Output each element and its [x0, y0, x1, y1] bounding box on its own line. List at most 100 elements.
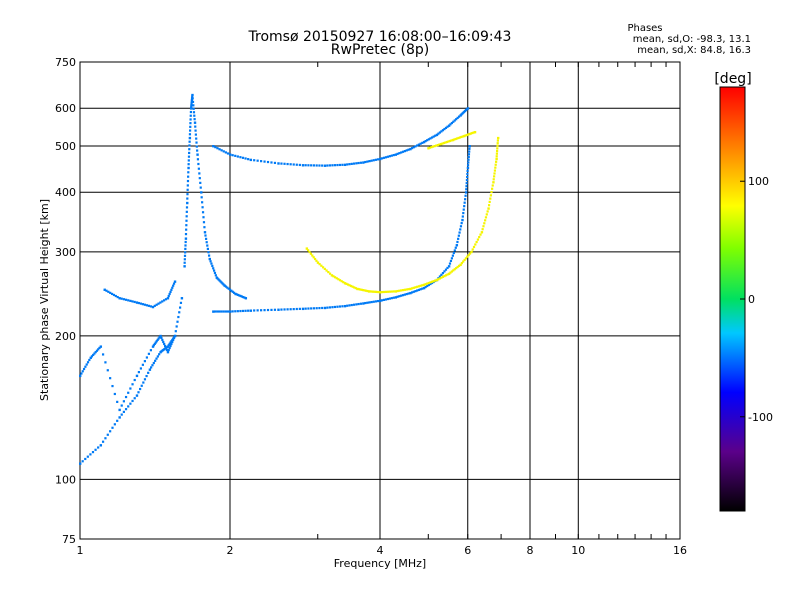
data-point: [135, 374, 139, 378]
data-point: [143, 378, 147, 381]
data-point: [199, 186, 202, 189]
data-point: [212, 144, 215, 148]
data-point: [152, 344, 155, 347]
data-point: [168, 292, 171, 296]
data-point: [186, 193, 189, 196]
data-point: [122, 400, 125, 403]
data-point: [362, 302, 365, 305]
data-point: [170, 288, 173, 291]
data-point: [151, 305, 155, 309]
data-point: [480, 231, 484, 234]
data-point: [244, 297, 248, 300]
data-point: [401, 289, 405, 292]
y-tick-label: 300: [55, 246, 76, 259]
data-point: [466, 107, 470, 110]
data-point: [192, 104, 195, 107]
data-point: [214, 274, 217, 277]
data-point: [463, 205, 466, 208]
data-point: [346, 283, 350, 286]
chart-subtitle: RwPretec (8p): [331, 42, 429, 58]
data-point: [405, 292, 408, 296]
data-point: [183, 261, 186, 264]
data-point: [454, 137, 457, 141]
data-point: [273, 308, 277, 311]
data-point: [457, 115, 461, 118]
data-point: [315, 307, 318, 310]
data-point: [201, 211, 205, 214]
data-point: [183, 265, 186, 268]
data-point: [315, 164, 318, 167]
data-point: [141, 363, 144, 366]
data-point: [196, 158, 200, 161]
data-point: [467, 161, 470, 164]
data-point: [335, 277, 338, 280]
data-point: [495, 155, 498, 158]
data-point: [382, 298, 386, 301]
data-point: [239, 156, 242, 159]
data-point: [435, 133, 439, 137]
data-point: [266, 308, 270, 312]
data-point: [343, 282, 347, 285]
data-point: [392, 296, 395, 299]
data-point: [333, 305, 337, 309]
data-point: [414, 145, 417, 148]
data-point: [366, 301, 369, 304]
data-point: [318, 263, 321, 266]
data-point: [240, 295, 243, 298]
data-point: [224, 151, 227, 154]
data-point: [155, 303, 158, 306]
data-point: [379, 291, 382, 294]
data-point: [416, 144, 419, 147]
data-point: [218, 148, 221, 151]
data-point: [214, 146, 217, 149]
data-point: [177, 315, 180, 319]
data-point: [330, 274, 334, 277]
data-point: [459, 263, 462, 267]
data-point: [460, 135, 463, 139]
data-point: [147, 371, 150, 374]
data-point: [185, 228, 188, 231]
data-point: [471, 248, 474, 251]
data-point: [230, 289, 233, 292]
data-point: [430, 136, 434, 139]
data-point: [372, 159, 375, 162]
colorbar-label: [deg]: [714, 71, 751, 87]
data-point: [374, 300, 377, 303]
data-point: [409, 291, 412, 295]
data-point: [289, 308, 292, 311]
data-point: [461, 215, 464, 218]
data-point: [111, 426, 114, 429]
data-point: [468, 252, 472, 255]
data-point: [348, 163, 351, 166]
data-point: [116, 419, 119, 422]
data-point: [234, 292, 237, 296]
data-point: [186, 179, 190, 183]
data-point: [270, 308, 273, 312]
data-point: [184, 244, 187, 247]
data-point: [400, 294, 403, 297]
data-point: [310, 164, 313, 167]
data-point: [109, 430, 112, 433]
data-point: [183, 254, 187, 257]
data-point: [120, 297, 123, 300]
data-point: [145, 356, 149, 359]
data-point: [97, 348, 100, 351]
data-point: [273, 161, 277, 165]
x-tick-label: 16: [673, 544, 687, 557]
x-tick-label: 8: [527, 544, 534, 557]
data-point: [496, 149, 499, 153]
data-point: [463, 258, 466, 262]
data-point: [368, 301, 371, 304]
data-point: [160, 336, 163, 340]
data-point: [289, 163, 292, 166]
data-point: [390, 297, 393, 300]
data-point: [94, 448, 97, 451]
data-point: [172, 282, 176, 285]
data-point: [135, 301, 139, 304]
data-point: [232, 291, 236, 294]
data-point: [489, 197, 492, 200]
data-point: [435, 144, 438, 147]
data-point: [427, 281, 430, 285]
y-axis-ticks: 75 100 200 300 400 500 600 750: [55, 56, 76, 546]
data-point: [481, 228, 484, 231]
